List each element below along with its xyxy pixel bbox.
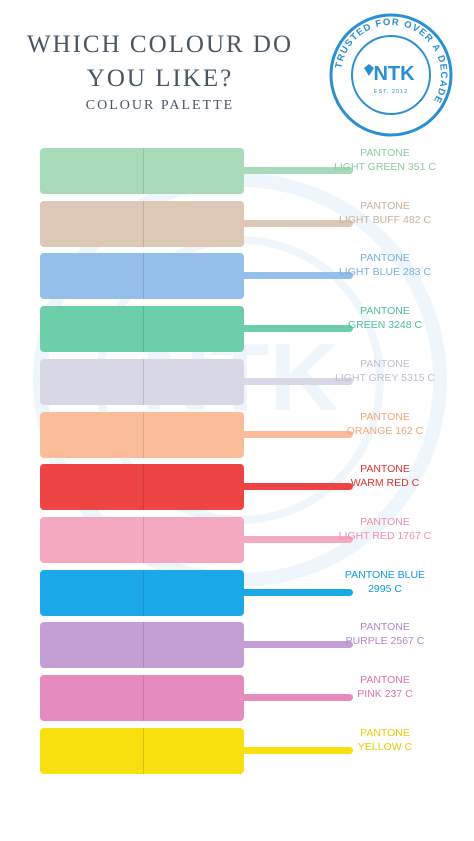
swatch-label: PANTONE GREEN 3248 C [330, 304, 440, 332]
swatch-card [40, 200, 244, 247]
swatch-row: PANTONE LIGHT GREEN 351 C [0, 146, 474, 194]
swatch-fold-line [143, 622, 144, 669]
swatch-row: PANTONE LIGHT BLUE 283 C [0, 251, 474, 300]
swatch-label-line-2: YELLOW C [357, 740, 413, 753]
swatch-label-line-2: GREEN 3248 C [347, 319, 423, 332]
swatch-label-line-2: LIGHT BUFF 482 C [339, 213, 431, 226]
swatch-row: PANTONE LIGHT BUFF 482 C [0, 199, 474, 247]
swatch-label-line-1: PANTONE [360, 515, 410, 528]
swatch-tab [243, 694, 353, 701]
swatch-label-line-1: PANTONE [360, 674, 410, 686]
swatch-card [40, 727, 244, 774]
swatch-label-line-2: LIGHT GREY 5315 C [335, 371, 435, 384]
swatch-row: PANTONE ORANGE 162 C [0, 410, 474, 458]
swatch-fold-line [143, 200, 144, 247]
swatch-row: PANTONE PURPLE 2567 C [0, 620, 474, 669]
title-line-2: YOU LIKE? [86, 65, 234, 92]
swatch-label: PANTONE PURPLE 2567 C [330, 620, 440, 648]
swatch-label: PANTONE WARM RED C [330, 462, 440, 490]
swatch-label-line-1: PANTONE [360, 463, 410, 476]
swatch-tab [243, 641, 353, 649]
swatch-label-line-1: PANTONE [360, 252, 410, 265]
swatch-tab [243, 535, 353, 543]
ntk-logo-icon: TRUSTED FOR OVER A DECADE NTK EST. 2012 [329, 13, 453, 137]
swatch-label-line-2: LIGHT BLUE 283 C [338, 266, 431, 279]
swatch-row: PANTONE WARM RED C [0, 462, 474, 511]
swatch-label-line-1: PANTONE [360, 357, 410, 370]
swatch-label-line-2: WARM RED C [350, 477, 420, 490]
swatch-card [40, 358, 244, 405]
swatch-label-line-1: PANTONE [360, 410, 410, 423]
swatch-label-line-2: LIGHT RED 1767 C [338, 529, 432, 542]
logo-brand: NTK [373, 63, 415, 85]
swatch-tab [243, 167, 353, 174]
swatch-tab [243, 272, 353, 280]
swatch-card [40, 253, 244, 300]
swatch-label-line-2: LIGHT GREEN 351 C [334, 161, 436, 173]
swatch-tab [243, 219, 353, 227]
swatch-label: PANTONE ORANGE 162 C [330, 410, 440, 438]
swatch-label: PANTONE YELLOW C [330, 726, 440, 754]
swatch-label: PANTONE LIGHT GREY 5315 C [330, 357, 440, 385]
swatch-card [40, 148, 244, 194]
logo-est: EST. 2012 [374, 89, 408, 95]
page-subtitle: COLOUR PALETTE [85, 98, 235, 113]
swatch-label: PANTONE LIGHT BUFF 482 C [330, 199, 440, 227]
swatch-card [40, 675, 244, 721]
swatch-card [40, 411, 244, 458]
swatch-label: PANTONE PINK 237 C [330, 673, 440, 701]
swatch-fold-line [143, 675, 144, 721]
swatch-card [40, 464, 244, 511]
swatch-tab [243, 483, 353, 491]
swatch-label-line-2: ORANGE 162 C [346, 424, 424, 437]
swatch-card [40, 306, 244, 353]
swatch-card [40, 516, 244, 563]
swatch-fold-line [143, 253, 144, 300]
page-title: WHICH COLOUR DO YOU LIKE? [20, 28, 300, 96]
swatch-label: PANTONE BLUE 2995 C [330, 568, 440, 596]
swatch-row: PANTONE YELLOW C [0, 726, 474, 774]
swatch-fold-line [143, 464, 144, 511]
swatch-fold-line [143, 569, 144, 616]
swatch-tab [243, 325, 353, 333]
swatch-label-line-1: PANTONE [360, 726, 410, 739]
swatch-fold-line [143, 306, 144, 353]
swatch-label-line-1: PANTONE [360, 199, 410, 212]
swatch-tab [243, 430, 353, 438]
swatch-label: PANTONE LIGHT RED 1767 C [330, 515, 440, 543]
swatch-label: PANTONE LIGHT GREEN 351 C [330, 146, 440, 174]
swatch-tab [243, 588, 353, 596]
swatch-fold-line [143, 727, 144, 774]
swatch-tab [243, 377, 353, 385]
swatch-label-line-1: PANTONE [360, 147, 410, 159]
swatch-tab [243, 746, 353, 754]
swatch-label-line-2: PURPLE 2567 C [345, 635, 425, 648]
swatch-fold-line [143, 148, 144, 194]
swatch-label-line-1: PANTONE [360, 305, 410, 318]
swatch-fold-line [143, 516, 144, 563]
swatch-label-line-1: PANTONE [360, 621, 410, 634]
swatch-label-line-1: PANTONE BLUE [344, 568, 426, 581]
swatch-label: PANTONE LIGHT BLUE 283 C [330, 251, 440, 279]
swatch-fold-line [143, 411, 144, 458]
swatch-card [40, 569, 244, 616]
title-line-1: WHICH COLOUR DO [26, 31, 294, 58]
logo-mark-icon [364, 64, 374, 76]
swatch-fold-line [143, 358, 144, 405]
swatch-row: PANTONE GREEN 3248 C [0, 304, 474, 353]
swatch-label-line-2: 2995 C [368, 582, 402, 595]
swatch-row: PANTONE BLUE 2995 C [0, 568, 474, 616]
swatch-row: PANTONE PINK 237 C [0, 673, 474, 721]
swatch-row: PANTONE LIGHT GREY 5315 C [0, 357, 474, 405]
swatch-card [40, 622, 244, 669]
swatch-label-line-2: PINK 237 C [357, 688, 413, 700]
swatch-row: PANTONE LIGHT RED 1767 C [0, 515, 474, 563]
